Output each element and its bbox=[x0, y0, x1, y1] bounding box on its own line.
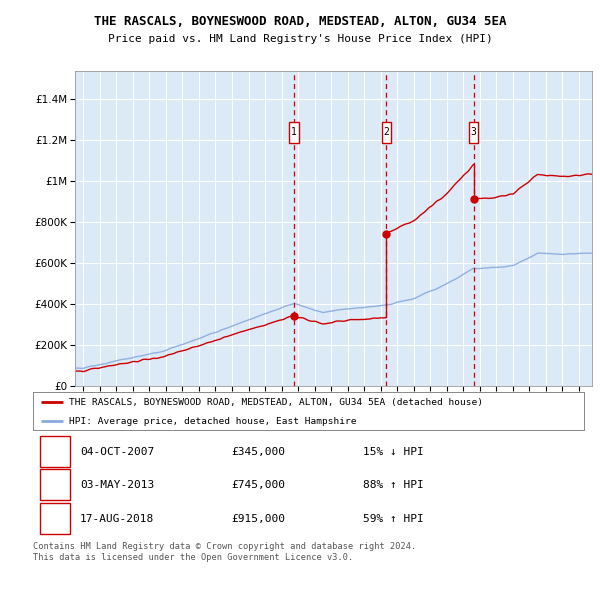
Text: This data is licensed under the Open Government Licence v3.0.: This data is licensed under the Open Gov… bbox=[33, 553, 353, 562]
Text: 15% ↓ HPI: 15% ↓ HPI bbox=[364, 447, 424, 457]
Text: 1: 1 bbox=[51, 447, 58, 457]
Text: 2: 2 bbox=[51, 480, 58, 490]
Text: THE RASCALS, BOYNESWOOD ROAD, MEDSTEAD, ALTON, GU34 5EA: THE RASCALS, BOYNESWOOD ROAD, MEDSTEAD, … bbox=[94, 15, 506, 28]
Text: THE RASCALS, BOYNESWOOD ROAD, MEDSTEAD, ALTON, GU34 5EA (detached house): THE RASCALS, BOYNESWOOD ROAD, MEDSTEAD, … bbox=[69, 398, 483, 407]
Text: HPI: Average price, detached house, East Hampshire: HPI: Average price, detached house, East… bbox=[69, 417, 356, 426]
Text: 88% ↑ HPI: 88% ↑ HPI bbox=[364, 480, 424, 490]
Text: £915,000: £915,000 bbox=[231, 514, 285, 525]
FancyBboxPatch shape bbox=[40, 435, 70, 467]
Text: 17-AUG-2018: 17-AUG-2018 bbox=[80, 514, 154, 525]
Text: 04-OCT-2007: 04-OCT-2007 bbox=[80, 447, 154, 457]
Text: 1: 1 bbox=[291, 127, 297, 137]
Text: £745,000: £745,000 bbox=[231, 480, 285, 490]
Text: 59% ↑ HPI: 59% ↑ HPI bbox=[364, 514, 424, 525]
Text: 2: 2 bbox=[383, 127, 389, 137]
Text: 03-MAY-2013: 03-MAY-2013 bbox=[80, 480, 154, 490]
FancyBboxPatch shape bbox=[382, 122, 391, 143]
FancyBboxPatch shape bbox=[469, 122, 478, 143]
Text: Contains HM Land Registry data © Crown copyright and database right 2024.: Contains HM Land Registry data © Crown c… bbox=[33, 542, 416, 550]
Text: 3: 3 bbox=[51, 514, 58, 525]
FancyBboxPatch shape bbox=[289, 122, 299, 143]
Text: Price paid vs. HM Land Registry's House Price Index (HPI): Price paid vs. HM Land Registry's House … bbox=[107, 34, 493, 44]
FancyBboxPatch shape bbox=[40, 468, 70, 500]
Text: £345,000: £345,000 bbox=[231, 447, 285, 457]
Text: 3: 3 bbox=[470, 127, 476, 137]
FancyBboxPatch shape bbox=[40, 503, 70, 534]
